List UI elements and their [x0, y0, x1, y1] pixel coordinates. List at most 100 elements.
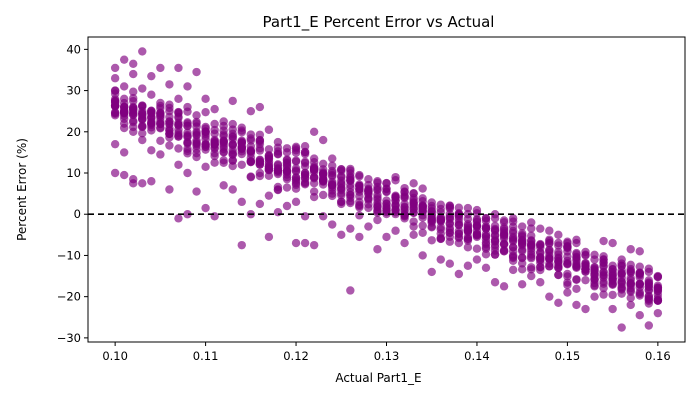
scatter-point — [517, 253, 527, 263]
scatter-point — [481, 263, 491, 273]
scatter-point — [174, 113, 183, 122]
scatter-point — [445, 215, 455, 224]
scatter-point — [554, 257, 563, 266]
scatter-point — [481, 238, 491, 247]
scatter-point — [138, 129, 147, 138]
scatter-point — [653, 296, 663, 305]
x-tick-label: 0.16 — [645, 349, 671, 363]
scatter-point — [427, 236, 436, 245]
scatter-point — [174, 144, 183, 153]
scatter-point — [282, 166, 292, 176]
scatter-point — [563, 288, 572, 297]
scatter-point — [318, 212, 328, 221]
scatter-point — [129, 122, 138, 132]
scatter-point — [129, 87, 138, 96]
scatter-point — [563, 237, 572, 246]
scatter-point — [165, 185, 174, 194]
y-tick-label: 40 — [66, 42, 81, 56]
scatter-point — [436, 225, 445, 234]
scatter-point — [110, 168, 120, 178]
scatter-point — [147, 120, 156, 130]
scatter-point — [590, 275, 599, 284]
scatter-point — [282, 174, 292, 184]
scatter-point — [653, 272, 663, 282]
scatter-point — [644, 264, 654, 273]
scatter-point — [355, 180, 364, 189]
scatter-point — [328, 172, 337, 181]
scatter-point — [608, 290, 617, 300]
scatter-point — [210, 151, 219, 161]
scatter-point — [138, 179, 147, 188]
scatter-point — [246, 106, 256, 116]
scatter-point — [291, 167, 301, 176]
scatter-point — [309, 192, 319, 202]
scatter-point — [237, 160, 246, 169]
scatter-point — [563, 259, 572, 269]
x-tick-label: 0.12 — [283, 349, 309, 363]
scatter-point — [445, 201, 455, 210]
scatter-point — [382, 232, 391, 242]
y-tick-label: −20 — [57, 290, 81, 304]
scatter-point — [499, 223, 509, 232]
scatter-point — [400, 210, 409, 219]
scatter-point — [508, 222, 518, 231]
scatter-point — [373, 184, 382, 194]
scatter-point — [228, 119, 237, 129]
scatter-point — [147, 106, 156, 116]
scatter-point — [165, 80, 174, 89]
scatter-point — [300, 174, 310, 183]
scatter-point — [490, 214, 500, 223]
scatter-point — [174, 214, 183, 223]
scatter-point — [110, 89, 120, 98]
scatter-point — [119, 148, 129, 157]
scatter-point — [463, 225, 473, 234]
scatter-point — [581, 250, 590, 259]
scatter-point — [635, 262, 644, 271]
scatter-point — [400, 183, 409, 193]
scatter-point — [608, 238, 617, 248]
scatter-point — [599, 277, 608, 287]
scatter-point — [545, 246, 554, 255]
scatter-point — [581, 275, 590, 285]
scatter-point — [192, 131, 201, 140]
scatter-point — [300, 147, 310, 157]
scatter-point — [192, 119, 201, 128]
y-tick-label: −30 — [57, 331, 81, 345]
scatter-point — [454, 226, 464, 235]
scatter-point — [427, 267, 436, 277]
scatter-point — [318, 135, 328, 145]
scatter-point — [391, 208, 400, 217]
scatter-point — [590, 264, 599, 274]
scatter-point — [201, 142, 210, 152]
scatter-point — [174, 160, 183, 169]
scatter-point — [355, 197, 364, 207]
scatter-point — [110, 139, 120, 149]
scatter-point — [472, 255, 482, 264]
scatter-point — [273, 164, 283, 173]
scatter-point — [328, 220, 337, 229]
scatter-point — [174, 130, 183, 140]
scatter-point — [309, 173, 319, 182]
scatter-point — [572, 275, 581, 284]
y-tick-label: 0 — [74, 207, 81, 221]
scatter-point — [617, 273, 626, 283]
scatter-point — [527, 263, 536, 272]
scatter-point — [138, 84, 147, 93]
x-tick-label: 0.15 — [555, 349, 581, 363]
scatter-point — [210, 212, 219, 221]
scatter-point — [481, 224, 491, 233]
scatter-point — [255, 171, 265, 181]
scatter-point — [626, 300, 635, 310]
scatter-point — [337, 171, 346, 181]
scatter-point — [309, 165, 319, 175]
scatter-point — [337, 184, 346, 193]
scatter-point — [364, 222, 373, 231]
scatter-point — [192, 67, 201, 77]
scatter-point — [572, 235, 581, 245]
scatter-point — [192, 145, 201, 154]
scatter-point — [210, 158, 219, 167]
scatter-point — [536, 224, 545, 233]
scatter-point — [373, 208, 382, 217]
scatter-point — [400, 199, 409, 209]
scatter-point — [490, 242, 500, 252]
